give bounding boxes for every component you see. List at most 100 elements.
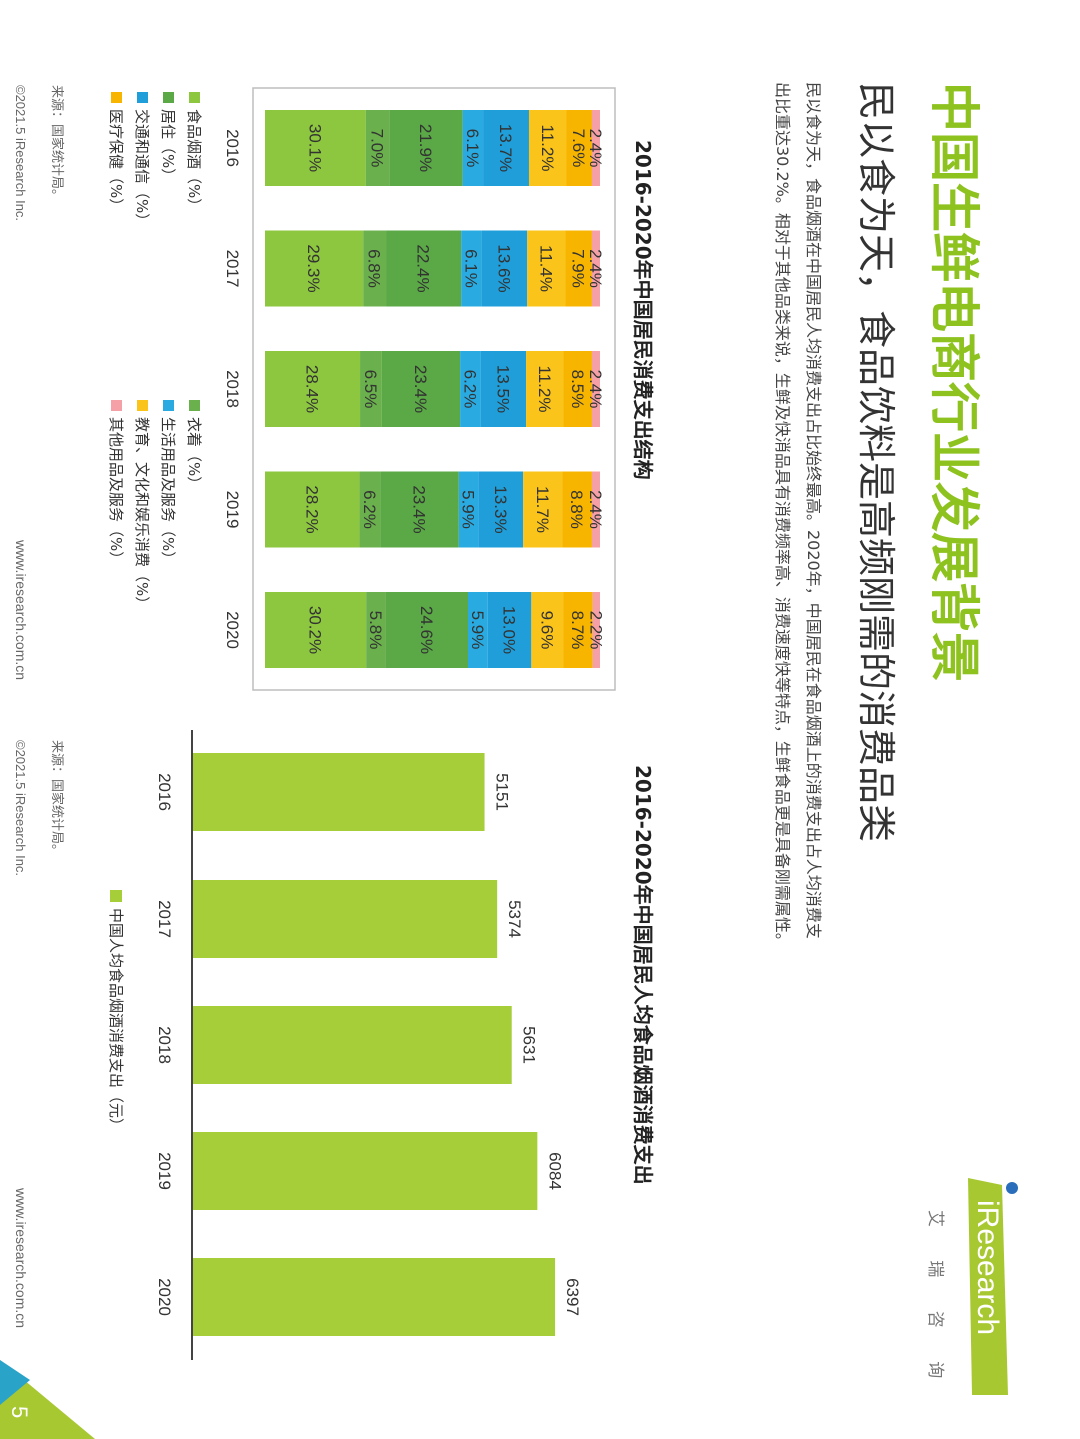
stacked-legend-swatch	[163, 92, 174, 103]
stacked-bar-label: 5.9%	[468, 611, 487, 650]
stacked-bar-label: 7.9%	[569, 249, 588, 288]
stacked-bar-segment	[363, 230, 387, 307]
stacked-chart-url: www.iresearch.com.cn	[13, 539, 29, 680]
stacked-bar-label: 11.7%	[533, 486, 552, 533]
page-title: 中国生鲜电商行业发展背景	[925, 82, 983, 682]
stacked-bar-segment	[562, 471, 592, 548]
spending-chart-source: 来源：国家统计局。	[49, 740, 65, 857]
spending-bar	[192, 753, 485, 831]
stacked-bar-segment	[565, 230, 592, 307]
page-subtitle: 民以食为天，食品饮料是高频刚需的消费品类	[854, 82, 898, 842]
stacked-bar-label: 7.0%	[368, 129, 387, 168]
spending-bar-label: 6397	[563, 1278, 582, 1316]
stacked-bar-label: 30.2%	[306, 606, 325, 654]
stacked-category-label: 2016	[223, 129, 242, 167]
stacked-bar-segment	[458, 471, 479, 548]
stacked-bar-label: 8.8%	[567, 490, 586, 529]
stacked-bar-segment	[591, 230, 600, 307]
stacked-bar-label: 2.4%	[586, 249, 605, 288]
stacked-bar-label: 11.2%	[535, 366, 554, 413]
stacked-bar-segment	[483, 110, 529, 186]
spending-chart: 2016-2020年中国居民人均食品烟酒消费支出 5151 5374 5631 608…	[13, 730, 655, 1360]
stacked-legend-swatch	[189, 92, 200, 103]
stacked-legend-label: 衣着（%）	[185, 417, 203, 491]
stacked-chart-title: 2016-2020年中国居民消费支出结构	[631, 140, 655, 480]
spending-bar	[192, 1132, 538, 1210]
stacked-chart: 2016-2020年中国居民消费支出结构 30.1% 7.0% 21.9% 6.1% 1…	[13, 85, 655, 691]
stacked-bar-label: 5.8%	[366, 611, 385, 650]
stacked-bar-label: 13.6%	[494, 244, 513, 292]
body-text-line-1: 民以食为天，食品烟酒在中国居民人均消费支出占比始终最高。2020年，中国居民在食…	[804, 82, 823, 939]
spending-bar-label: 5631	[520, 1026, 539, 1064]
stacked-bar-label: 28.4%	[303, 365, 322, 413]
stacked-bar-label: 8.7%	[568, 611, 587, 650]
spending-bar	[193, 880, 498, 958]
spending-category-label: 2016	[155, 773, 174, 811]
stacked-bar-label: 13.3%	[491, 485, 510, 533]
stacked-legend-swatch	[111, 400, 122, 411]
stacked-bar-label: 8.5%	[568, 370, 587, 409]
spending-category-label: 2018	[155, 1026, 174, 1064]
stacked-legend-label: 医疗保健（%）	[107, 109, 125, 213]
stacked-bar-segment	[385, 592, 469, 668]
stacked-bar-label: 13.7%	[496, 124, 515, 172]
stacked-bar-label: 7.6%	[569, 129, 588, 168]
stacked-legend-swatch	[137, 92, 148, 103]
stacked-bar-segment	[461, 230, 482, 307]
logo-shape	[968, 1178, 1008, 1395]
stacked-bar-segment	[264, 230, 364, 307]
stacked-category-label: 2020	[223, 611, 242, 649]
spending-legend-swatch	[110, 890, 122, 902]
stacked-bar-label: 6.1%	[461, 249, 480, 288]
spending-bar-label: 5374	[505, 900, 524, 938]
logo-cn-text: 艾 瑞 咨 询	[925, 1210, 945, 1392]
stacked-legend-label: 交通和通信（%）	[133, 109, 151, 228]
stacked-bar-segment	[381, 351, 461, 427]
stacked-bar-label: 11.4%	[536, 245, 555, 292]
stacked-bar-label: 6.2%	[460, 370, 479, 409]
page-number-corner: 5	[0, 1360, 95, 1439]
spending-category-label: 2020	[155, 1278, 174, 1316]
spending-chart-copyright: ©2021.5 iResearch Inc.	[13, 740, 28, 876]
spending-bar-label: 6084	[545, 1152, 564, 1190]
stacked-legend-label: 教育、文化和娱乐消费（%）	[133, 417, 151, 611]
stacked-legend-label: 其他用品及服务（%）	[107, 417, 125, 566]
stacked-legend-swatch	[111, 92, 122, 103]
stacked-bar-segment	[528, 110, 567, 186]
spending-bar-label: 5151	[493, 773, 512, 811]
stacked-bar-label: 30.1%	[305, 124, 324, 172]
stacked-bar-segment	[566, 110, 592, 186]
stacked-bar-label: 11.2%	[538, 125, 557, 172]
stacked-bar-segment	[592, 592, 600, 668]
stacked-bar-label: 24.6%	[417, 606, 436, 654]
stacked-category-label: 2017	[223, 250, 242, 288]
stacked-bar-segment	[264, 592, 367, 668]
stacked-bar-segment	[527, 230, 566, 307]
spending-bar	[193, 1006, 512, 1084]
stacked-legend-swatch	[137, 400, 148, 411]
stacked-bar-segment	[389, 110, 463, 186]
stacked-bar-segment	[591, 471, 600, 548]
stacked-legend-swatch	[163, 400, 174, 411]
stacked-bar-segment	[526, 351, 564, 427]
stacked-bar-label: 9.6%	[537, 611, 556, 650]
stacked-bar-label: 2.4%	[586, 490, 605, 529]
spending-category-label: 2019	[155, 1152, 174, 1190]
stacked-bar-segment	[531, 592, 564, 668]
stacked-bar-label: 6.8%	[365, 249, 384, 288]
spending-bar	[193, 1258, 556, 1336]
stacked-bar-label: 2.4%	[586, 370, 605, 409]
stacked-bar-segment	[380, 471, 459, 548]
stacked-bar-label: 13.0%	[500, 606, 519, 654]
stacked-category-label: 2019	[223, 491, 242, 529]
stacked-bar-label: 22.4%	[414, 244, 433, 292]
stacked-bar-segment	[591, 110, 600, 186]
stacked-bar-segment	[460, 351, 481, 427]
spending-legend-label: 中国人均食品烟酒消费支出（元）	[107, 908, 125, 1133]
stacked-bar-label: 28.2%	[302, 485, 321, 533]
stacked-legend-label: 食品烟酒（%）	[185, 109, 203, 213]
stacked-bar-label: 23.4%	[411, 365, 430, 413]
stacked-bar-label: 6.2%	[360, 490, 379, 529]
stacked-chart-copyright: ©2021.5 iResearch Inc.	[13, 85, 28, 221]
